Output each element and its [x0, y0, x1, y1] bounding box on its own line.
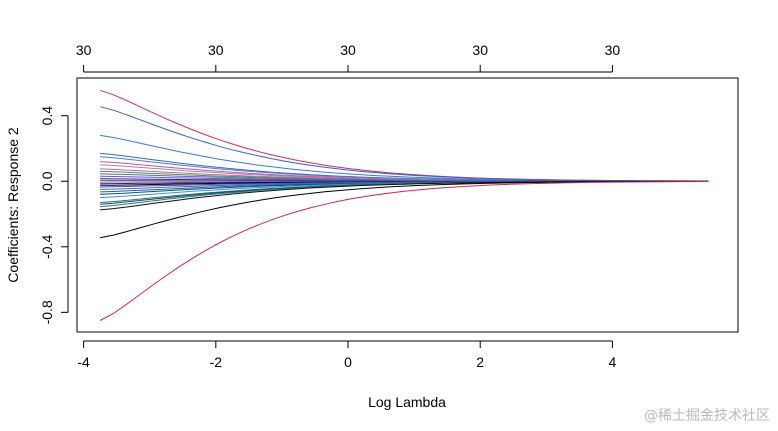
- top-tick-label: 30: [605, 42, 621, 58]
- series-line-coef_2: [99, 106, 709, 182]
- y-tick-label: -0.4: [39, 235, 55, 259]
- x-tick-label: 4: [609, 354, 617, 370]
- y-tick-label: 0.0: [39, 171, 55, 191]
- series-layer: [99, 89, 709, 321]
- y-tick-label: 0.4: [39, 106, 55, 126]
- x-tick-label: -2: [210, 354, 223, 370]
- y-tick-label: -0.8: [39, 300, 55, 324]
- x-tick-label: 2: [476, 354, 484, 370]
- y-axis: -0.8 -0.4 0.0 0.4: [39, 106, 69, 324]
- top-tick-label: 30: [472, 42, 488, 58]
- top-axis: 30 30 30 30 30: [76, 42, 621, 73]
- plot-border: [76, 77, 739, 333]
- watermark: @稀土掘金技术社区: [644, 408, 770, 424]
- top-tick-label: 30: [340, 42, 356, 58]
- series-line-coef_27: [99, 181, 709, 321]
- top-tick-label: 30: [76, 42, 92, 58]
- x-axis: -4 -2 0 2 4: [77, 340, 617, 370]
- x-tick-label: 0: [344, 354, 352, 370]
- top-tick-label: 30: [208, 42, 224, 58]
- y-axis-label: Coefficients: Response 2: [5, 127, 21, 283]
- x-axis-label: Log Lambda: [368, 394, 446, 410]
- x-tick-label: -4: [77, 354, 90, 370]
- series-line-coef_1: [99, 89, 709, 182]
